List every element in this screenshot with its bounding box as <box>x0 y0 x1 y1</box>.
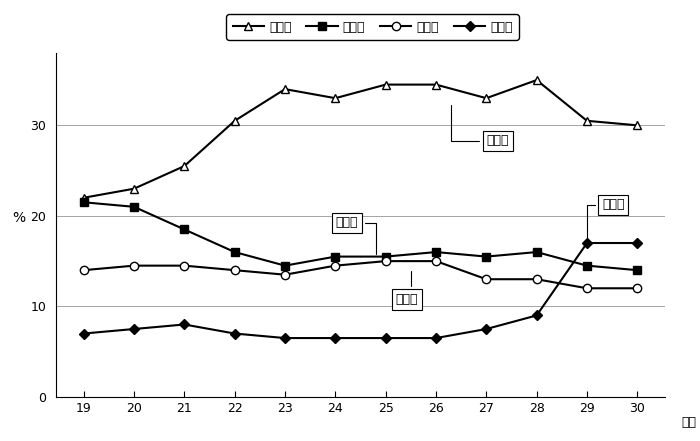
教育費 <box>633 240 641 246</box>
教育費 <box>331 336 340 341</box>
教育費 <box>482 326 491 332</box>
Y-axis label: %: % <box>13 211 26 225</box>
Line: 土木費: 土木費 <box>80 198 641 274</box>
公債費 <box>382 258 390 264</box>
公債費 <box>432 258 440 264</box>
公債費 <box>180 263 188 268</box>
公債費 <box>482 277 491 282</box>
民生費 <box>331 96 340 101</box>
教育費 <box>382 336 390 341</box>
民生費 <box>533 78 541 83</box>
民生費 <box>482 96 491 101</box>
X-axis label: 年度: 年度 <box>682 416 697 429</box>
Text: 公債費: 公債費 <box>395 271 418 306</box>
民生費 <box>130 186 138 191</box>
公債費 <box>583 286 592 291</box>
土木費 <box>432 250 440 255</box>
教育費 <box>533 313 541 318</box>
民生費 <box>432 82 440 87</box>
Text: 民生費: 民生費 <box>451 105 509 147</box>
民生費 <box>583 118 592 123</box>
公債費 <box>80 268 88 273</box>
土木費 <box>533 250 541 255</box>
土木費 <box>230 250 239 255</box>
教育費 <box>583 240 592 246</box>
Line: 教育費: 教育費 <box>80 239 640 341</box>
教育費 <box>281 336 289 341</box>
公債費 <box>230 268 239 273</box>
公債費 <box>281 272 289 277</box>
教育費 <box>180 322 188 327</box>
土木費 <box>281 263 289 268</box>
民生費 <box>633 123 641 128</box>
Legend: 民生費, 土木費, 公債費, 教育費: 民生費, 土木費, 公債費, 教育費 <box>226 15 519 40</box>
公債費 <box>331 263 340 268</box>
Text: 教育費: 教育費 <box>587 198 624 240</box>
民生費 <box>180 164 188 169</box>
公債費 <box>533 277 541 282</box>
土木費 <box>482 254 491 259</box>
Line: 民生費: 民生費 <box>80 76 641 202</box>
教育費 <box>432 336 440 341</box>
土木費 <box>633 268 641 273</box>
民生費 <box>281 86 289 92</box>
土木費 <box>180 227 188 232</box>
教育費 <box>130 326 138 332</box>
教育費 <box>80 331 88 336</box>
公債費 <box>633 286 641 291</box>
民生費 <box>382 82 390 87</box>
Line: 公債費: 公債費 <box>80 257 641 292</box>
土木費 <box>80 200 88 205</box>
Text: 土木費: 土木費 <box>335 217 376 254</box>
教育費 <box>230 331 239 336</box>
土木費 <box>331 254 340 259</box>
土木費 <box>583 263 592 268</box>
民生費 <box>230 118 239 123</box>
土木費 <box>382 254 390 259</box>
民生費 <box>80 195 88 200</box>
土木費 <box>130 204 138 209</box>
公債費 <box>130 263 138 268</box>
